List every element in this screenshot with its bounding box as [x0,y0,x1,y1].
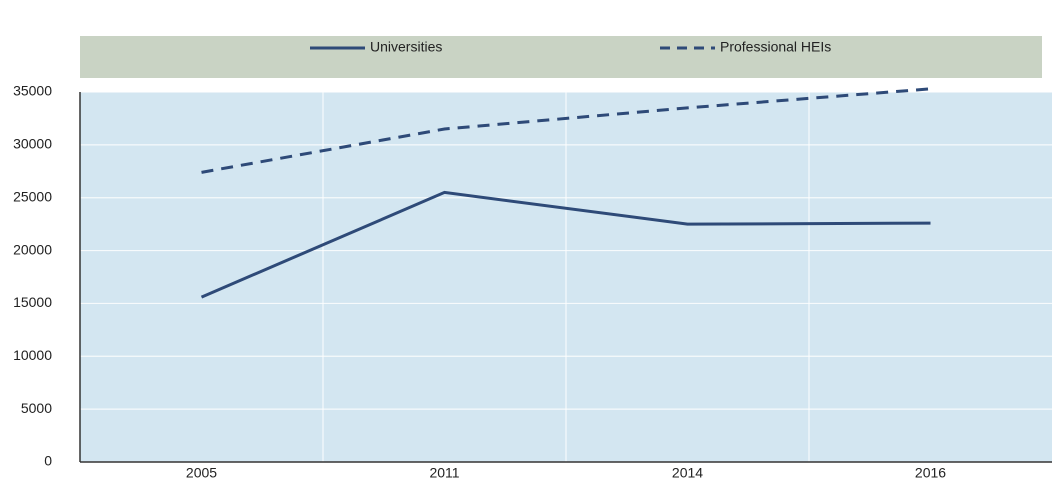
x-tick-label: 2014 [672,465,703,481]
series-line [200,190,931,299]
y-tick-label: 20000 [13,241,52,257]
y-tick-label: 10000 [13,347,52,363]
legend-band [80,36,1042,78]
y-tick-label: 35000 [13,83,52,99]
x-tick-label: 2016 [915,465,946,481]
y-tick-label: 15000 [13,294,52,310]
legend-label: Universities [370,39,442,55]
legend-label: Professional HEIs [720,39,831,55]
x-tick-label: 2005 [186,465,217,481]
y-tick-label: 25000 [13,188,52,204]
y-tick-label: 0 [44,453,52,469]
y-tick-label: 5000 [21,400,52,416]
x-tick-label: 2011 [429,465,459,481]
y-tick-label: 30000 [13,136,52,152]
series-line [201,87,931,174]
